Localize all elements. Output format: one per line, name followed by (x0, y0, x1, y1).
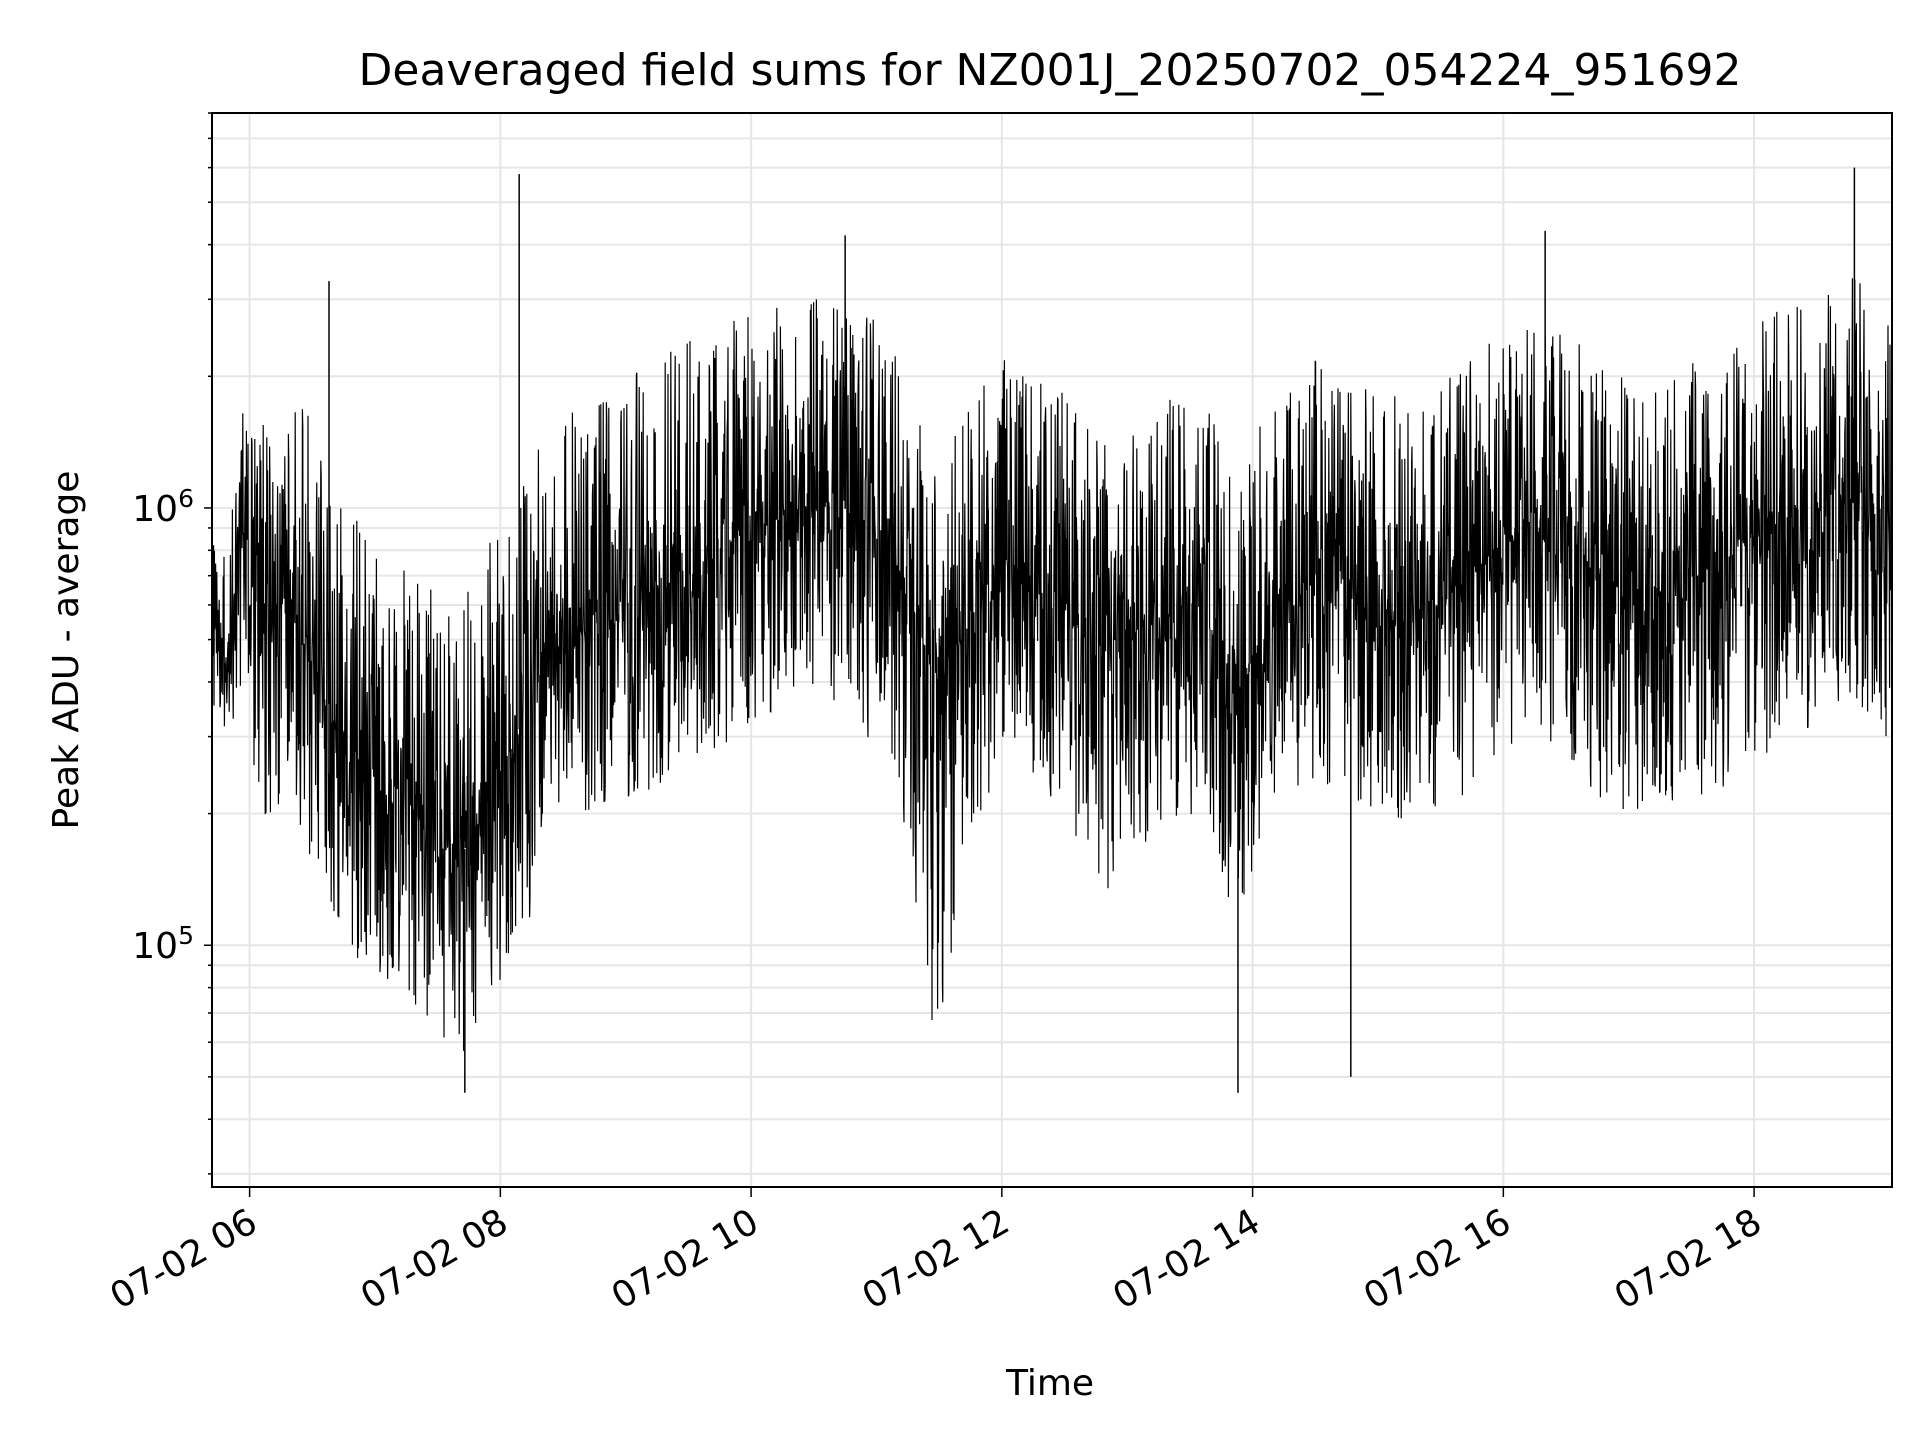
x-axis-label: Time (1005, 1363, 1094, 1404)
series-line (211, 278, 1893, 1051)
y-tick-label: 106 (132, 484, 194, 530)
y-axis: 105 106 (132, 112, 212, 1175)
data-series (211, 167, 1893, 1156)
y-axis-label: Peak ADU - average (46, 471, 87, 830)
chart-title: Deaveraged field sums for NZ001J_2025070… (359, 45, 1742, 96)
y-tick-label: 105 (132, 921, 194, 967)
plot-frame (211, 112, 1893, 1188)
